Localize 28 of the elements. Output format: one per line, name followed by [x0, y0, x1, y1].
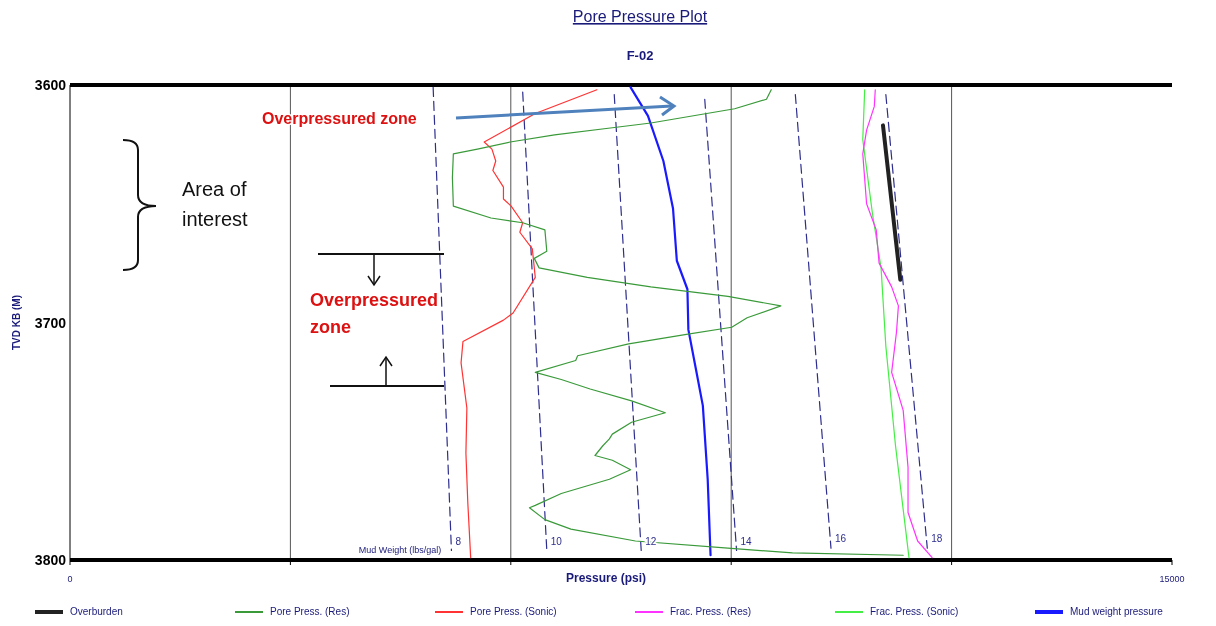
x-tick-label: 0 — [67, 574, 73, 584]
legend-label: Frac. Press. (Res) — [670, 606, 752, 617]
line-series — [451, 89, 904, 556]
series-label: 18 — [931, 533, 943, 545]
line-series — [862, 89, 933, 559]
series-label: 8 — [455, 535, 462, 547]
y-axis-title: TVD KB (M) — [11, 295, 22, 350]
legend-label: Mud weight pressure — [1070, 606, 1164, 617]
legend-label: Overburden — [70, 606, 123, 617]
legend-label: Frac. Press. (Sonic) — [870, 606, 959, 617]
x-tick-label: 15000 — [1159, 574, 1185, 584]
annotation: Overpressured zone — [310, 290, 439, 337]
line-series — [629, 86, 712, 557]
series-label: 16 — [834, 533, 847, 545]
y-tick-label: 3600 — [34, 77, 67, 93]
legend-label: Pore Press. (Res) — [270, 606, 350, 617]
annotation: Area of interest — [182, 178, 249, 230]
legend-label: Pore Press. (Sonic) — [470, 606, 557, 617]
series-label: 14 — [740, 535, 753, 547]
annotation: Mud Weight (lbs/gal) — [358, 545, 442, 555]
x-axis-title: Pressure (psi) — [565, 571, 647, 585]
line-series — [460, 89, 598, 559]
y-tick-label: 3800 — [34, 552, 67, 568]
y-tick-label: 3700 — [34, 314, 67, 331]
line-series — [862, 89, 910, 559]
chart-title: Pore Pressure Plot — [572, 8, 708, 25]
series-label: 10 — [550, 535, 563, 547]
chart-subtitle: F-02 — [626, 48, 654, 63]
